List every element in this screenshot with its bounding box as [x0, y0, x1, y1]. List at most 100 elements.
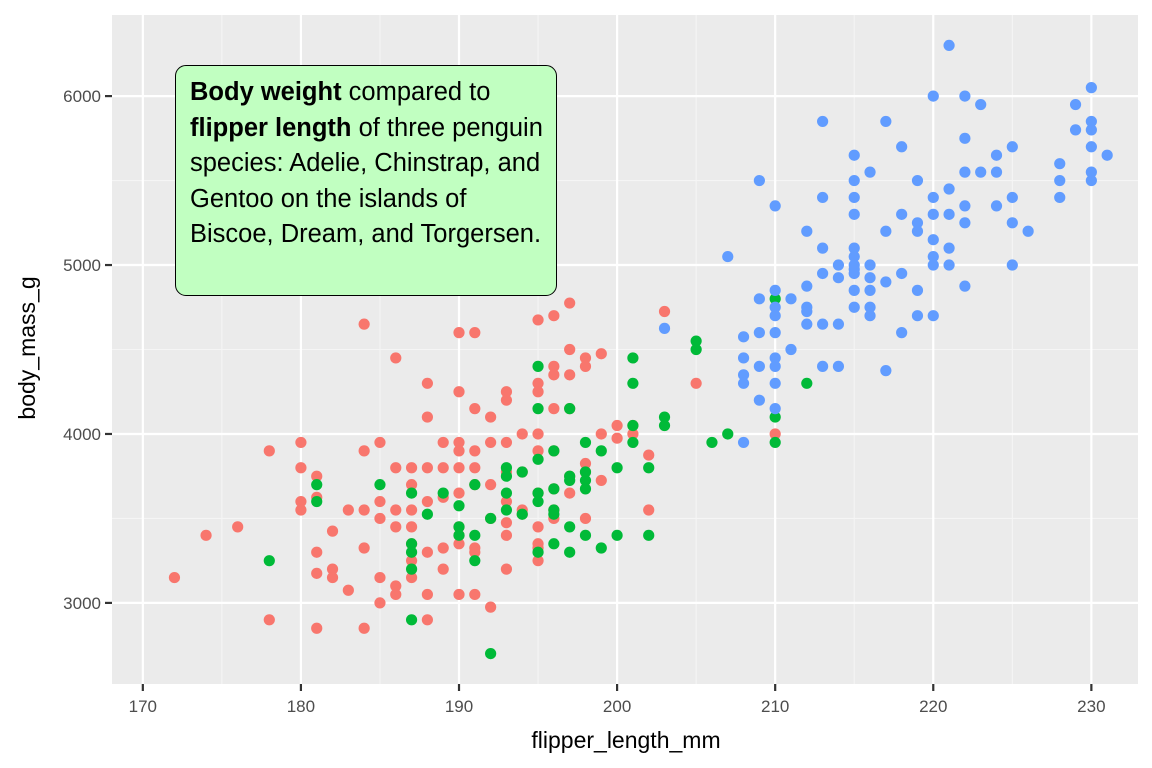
data-point [690, 335, 702, 347]
data-point [627, 436, 639, 449]
data-point [469, 445, 481, 457]
data-point [500, 487, 513, 499]
data-point [943, 208, 955, 220]
data-point [801, 305, 813, 318]
data-point [453, 436, 465, 449]
data-point [564, 487, 576, 499]
data-point [927, 234, 939, 246]
data-point [564, 297, 576, 309]
data-point [374, 512, 386, 525]
data-point [595, 445, 607, 457]
data-point [516, 508, 528, 520]
data-point [911, 225, 924, 237]
data-point [627, 419, 639, 432]
data-point [896, 327, 908, 339]
data-point [579, 529, 592, 541]
data-point [532, 360, 544, 372]
data-point [564, 474, 576, 487]
data-point [532, 445, 544, 457]
data-point [453, 588, 465, 601]
data-point [485, 411, 497, 423]
data-point [864, 310, 876, 322]
data-point [643, 504, 655, 516]
data-point [342, 504, 354, 516]
data-point [358, 542, 370, 554]
data-point [390, 521, 402, 533]
data-point [896, 267, 908, 280]
data-point [453, 521, 465, 533]
annotation-bold-text: Body weight [190, 78, 342, 106]
data-point [421, 614, 433, 626]
data-point [737, 377, 750, 389]
data-point [595, 348, 607, 360]
data-point [801, 318, 813, 330]
data-point [548, 369, 560, 381]
data-point [453, 327, 465, 339]
x-tick-label: 190 [445, 697, 473, 716]
data-point [848, 242, 860, 254]
data-point [579, 360, 592, 372]
data-point [548, 483, 560, 495]
data-point [927, 250, 939, 263]
x-axis-title: flipper_length_mm [531, 727, 720, 753]
data-point [817, 318, 829, 330]
data-point [848, 174, 860, 187]
data-point [263, 614, 275, 626]
data-point [769, 301, 781, 313]
data-point [817, 267, 829, 280]
data-point [990, 149, 1003, 161]
data-point [1085, 166, 1097, 178]
data-point [374, 436, 386, 449]
data-point [500, 504, 513, 516]
data-point [579, 457, 592, 470]
data-point [769, 200, 781, 212]
data-point [1069, 124, 1082, 136]
data-point [390, 352, 402, 364]
data-point [753, 174, 765, 187]
data-point [263, 555, 275, 567]
data-point [564, 521, 576, 533]
data-point [358, 318, 370, 330]
data-point [532, 555, 544, 567]
data-point [801, 225, 813, 237]
data-point [753, 327, 765, 339]
data-point [295, 462, 307, 474]
data-point [295, 436, 307, 449]
data-point [500, 394, 513, 406]
data-point [453, 386, 465, 398]
data-point [769, 284, 781, 296]
data-point [579, 436, 592, 449]
data-point [311, 479, 323, 491]
data-point [848, 149, 860, 161]
data-point [532, 546, 544, 558]
x-tick-label: 180 [287, 697, 315, 716]
data-point [374, 571, 386, 584]
annotation-text: compared to [341, 78, 491, 106]
data-point [595, 474, 607, 487]
data-point [848, 301, 860, 313]
data-point [500, 386, 513, 398]
data-point [785, 343, 797, 356]
data-point [469, 588, 481, 601]
data-point [753, 293, 765, 305]
data-point [690, 377, 702, 389]
data-point [611, 432, 623, 444]
data-point [516, 428, 528, 440]
data-point [848, 250, 860, 263]
data-point [421, 411, 433, 423]
data-point [453, 462, 465, 474]
x-axis: 170 180 190 200 210 220 230 [129, 684, 1106, 716]
x-tick-label: 210 [761, 697, 789, 716]
data-point [358, 504, 370, 516]
data-point [927, 191, 939, 204]
data-point [911, 217, 924, 229]
data-point [769, 293, 781, 305]
data-point [532, 386, 544, 398]
data-point [405, 546, 418, 558]
annotation-text: of three penguin species: Adelie, Chinst… [190, 113, 543, 249]
annotation-box: Body weight compared to flipper length o… [175, 65, 557, 296]
data-point [374, 495, 386, 508]
x-tick-label: 170 [129, 697, 157, 716]
data-point [295, 495, 307, 508]
data-point [532, 487, 544, 499]
